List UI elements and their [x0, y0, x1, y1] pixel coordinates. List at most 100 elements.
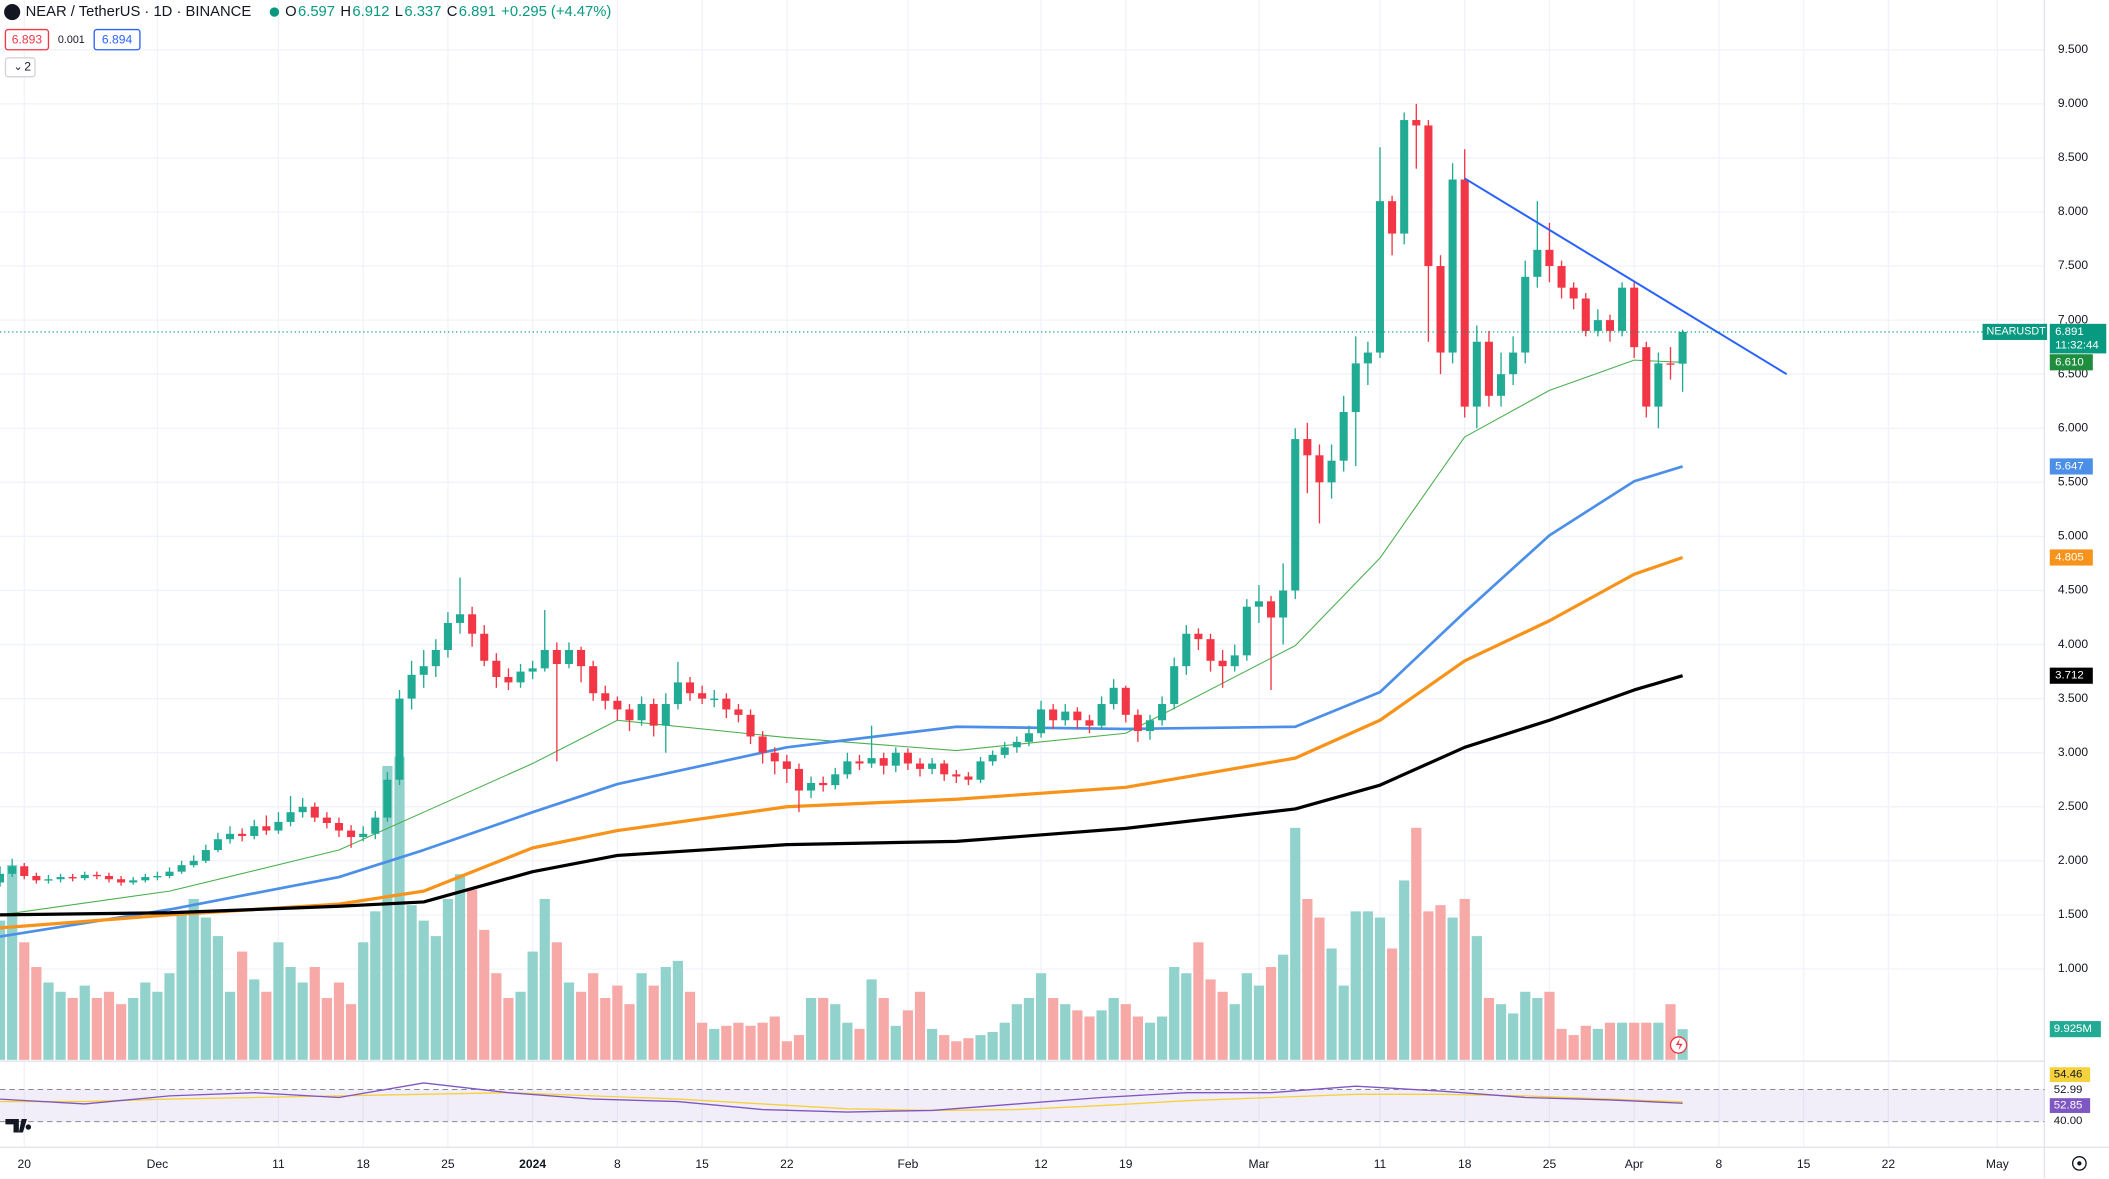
volume-bar: [103, 991, 115, 1060]
x-tick-label: 18: [356, 1157, 370, 1171]
volume-bar: [975, 1035, 986, 1060]
ohlc-key: C: [447, 4, 458, 20]
volume-bar: [1568, 1035, 1579, 1060]
volume-bar: [1483, 997, 1495, 1060]
volume-bar: [684, 991, 696, 1060]
candle-body: [1545, 249, 1554, 267]
candle-body: [1182, 633, 1191, 667]
candle-body: [480, 633, 489, 661]
candle-body: [831, 774, 840, 786]
volume-bar: [370, 911, 381, 1060]
candle-body: [1351, 363, 1360, 413]
candle-body: [1400, 120, 1409, 234]
candle-body: [1158, 704, 1167, 721]
x-tick-label: 15: [1797, 1157, 1811, 1171]
ma-tag: [2049, 667, 2093, 684]
volume-bar: [805, 997, 817, 1060]
grid: [0, 0, 2045, 1148]
volume-bar: [697, 1022, 708, 1060]
rsi-pane: [0, 1082, 2045, 1123]
candle-body: [1037, 709, 1046, 734]
candle-body: [1375, 201, 1385, 353]
alert-button[interactable]: [1669, 1036, 1688, 1054]
y-tick-label: 3.500: [2058, 691, 2089, 705]
candle-body: [1581, 298, 1590, 331]
candle-body: [201, 850, 210, 861]
volume-bar: [1156, 1016, 1168, 1060]
candle-body: [455, 614, 465, 623]
candle-body: [371, 817, 380, 834]
volume-tag-label: 9.925M: [2054, 1023, 2092, 1035]
market-status: [269, 7, 280, 17]
candle-body: [1436, 266, 1445, 353]
x-tick-label: 8: [1716, 1157, 1723, 1171]
y-tick-label: 1.000: [2058, 961, 2089, 975]
ma-tag-label: 6.610: [2055, 356, 2084, 368]
candle-body: [1218, 660, 1227, 667]
volume-bar: [1556, 1028, 1567, 1060]
candle-body: [1133, 714, 1142, 732]
y-tick-label: 3.000: [2058, 745, 2089, 759]
volume-bar: [1205, 979, 1216, 1060]
y-tick-label: 8.500: [2058, 150, 2089, 164]
rsi-tag-label: 52.85: [2054, 1100, 2083, 1112]
volume-bar: [333, 982, 345, 1060]
price-tag: [2049, 323, 2107, 354]
volume-bar: [200, 917, 211, 1060]
candle-body: [589, 666, 598, 694]
candle-body: [407, 674, 416, 699]
candle-body: [577, 649, 586, 667]
candle-body: [673, 682, 682, 705]
volume-bar: [1423, 911, 1434, 1060]
volume-bar: [902, 1010, 914, 1060]
volume-bar: [926, 1028, 938, 1060]
candle-body: [1630, 287, 1639, 348]
rsi-tag: [2049, 1098, 2091, 1113]
volume-bar: [890, 1025, 901, 1060]
volume-bar: [588, 973, 599, 1060]
volume-bar: [382, 765, 393, 1060]
volume-bar: [745, 1025, 756, 1060]
candle-body: [843, 761, 852, 775]
volume-bar: [709, 1028, 720, 1060]
candle-body: [238, 833, 247, 836]
buy-box[interactable]: [93, 28, 141, 51]
candle-body: [964, 776, 973, 780]
volume-bar: [1447, 917, 1458, 1060]
volume-bar: [1386, 948, 1398, 1060]
candle-body: [1085, 720, 1094, 726]
volume-bar: [55, 991, 66, 1060]
candle-body: [1618, 287, 1627, 331]
volume-bar: [43, 982, 54, 1060]
sell-box[interactable]: [4, 28, 50, 51]
rsi-tag: [2049, 1113, 2091, 1129]
settings-icon[interactable]: [2071, 1156, 2087, 1171]
x-tick-label: 25: [441, 1157, 455, 1171]
volume-bar: [140, 982, 151, 1060]
candle-body: [1339, 412, 1348, 461]
candle-body: [1521, 276, 1530, 353]
candle-body: [504, 676, 513, 683]
candle-body: [310, 806, 319, 818]
volume-bar: [1362, 911, 1373, 1060]
candle-body: [540, 649, 549, 669]
candle-body: [867, 758, 876, 764]
indicators-toggle[interactable]: [4, 57, 36, 78]
candle-body: [1533, 249, 1542, 277]
volume-bar: [1314, 917, 1325, 1060]
volume-bar: [176, 911, 187, 1060]
volume-bar: [1096, 1010, 1107, 1060]
y-tick-label: 7.000: [2058, 312, 2089, 326]
ma-tag: [2049, 354, 2093, 371]
candle-body: [637, 704, 646, 721]
volume-bar: [830, 1004, 841, 1060]
candle-body: [1666, 363, 1675, 365]
volume-bar: [1060, 1004, 1071, 1060]
settings[interactable]: [2071, 1156, 2087, 1171]
y-tick-label: 6.000: [2058, 420, 2089, 434]
candle-body: [1363, 352, 1372, 364]
candle-body: [419, 666, 428, 675]
volume-bar: [1641, 1022, 1652, 1060]
